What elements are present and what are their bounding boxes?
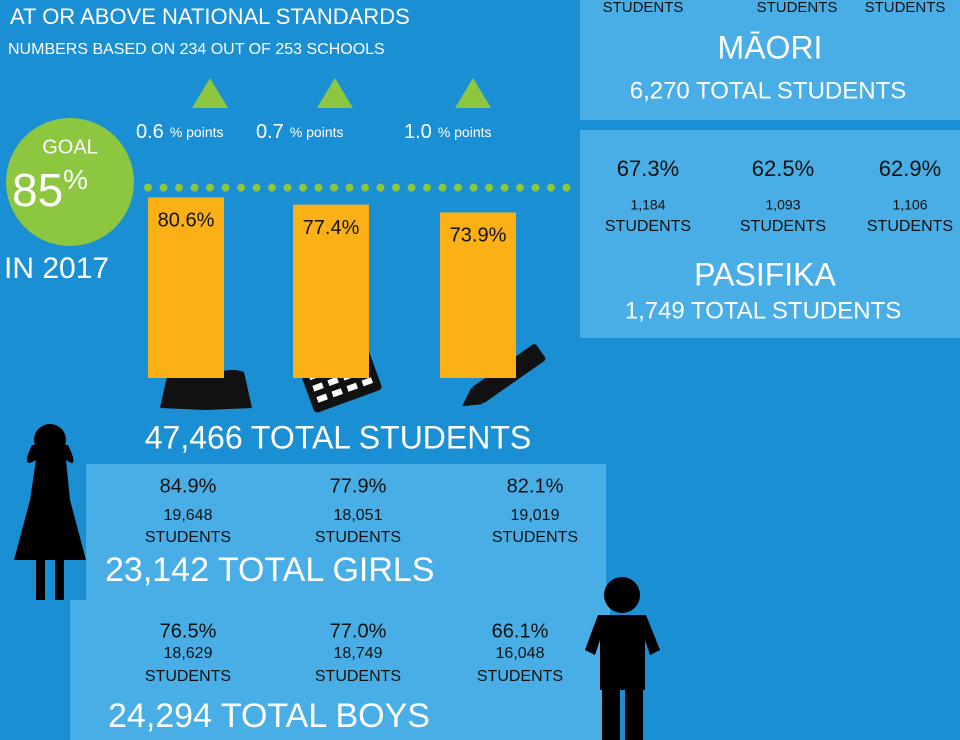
- goal-dot: [345, 183, 354, 192]
- stat-percent: 84.9%: [160, 475, 217, 497]
- stat-percent: 77.0%: [330, 620, 387, 642]
- bar: [293, 204, 369, 378]
- stat-unit: STUDENTS: [492, 529, 578, 546]
- goal-dot: [469, 183, 478, 192]
- stat-percent: 77.9%: [330, 475, 387, 497]
- goal-dot: [423, 183, 431, 192]
- goal-dot: [221, 183, 230, 192]
- goal-dot: [252, 183, 261, 192]
- goal-unit: %: [63, 164, 88, 195]
- goal-dot: [190, 183, 199, 192]
- maori-total: 6,270 TOTAL STUDENTS: [630, 77, 907, 104]
- girls-panel: [86, 464, 606, 600]
- pasifika-total: 1,749 TOTAL STUDENTS: [625, 297, 902, 324]
- goal-number: 85: [12, 164, 63, 216]
- goal-dot: [314, 183, 323, 192]
- stat-count: 19,019: [511, 507, 560, 524]
- goal-dot: [330, 183, 338, 192]
- change-unit: % points: [290, 124, 344, 140]
- goal-dot: [407, 183, 416, 192]
- bar-label: 80.6%: [158, 210, 215, 232]
- boy-silhouette: [585, 577, 660, 740]
- stat-count: 1,184: [630, 197, 665, 213]
- stat-count: 1,093: [765, 197, 800, 213]
- change-value: 0.6: [136, 121, 164, 143]
- stat-count: 18,749: [334, 645, 383, 662]
- goal-dot: [454, 183, 462, 192]
- stat-unit: STUDENTS: [315, 668, 401, 685]
- stat-count: 18,629: [164, 645, 213, 662]
- book-icon: [160, 370, 252, 410]
- change: 0.7 % points: [256, 121, 344, 143]
- title: AT OR ABOVE NATIONAL STANDARDS: [10, 4, 410, 29]
- stat-unit: STUDENTS: [315, 529, 401, 546]
- maori-unit: STUDENTS: [757, 0, 838, 16]
- stat-percent: 67.3%: [617, 156, 679, 181]
- goal-dot: [206, 183, 214, 192]
- girl-silhouette: [14, 424, 86, 600]
- goal-circle: [6, 118, 134, 246]
- goal-dot: [175, 183, 183, 192]
- goal-dot: [485, 183, 493, 192]
- goal-dot: [562, 183, 571, 192]
- maori-unit: STUDENTS: [603, 0, 684, 16]
- pasifika-panel: [580, 130, 960, 338]
- goal-dot: [144, 183, 152, 192]
- stat-percent: 62.9%: [879, 156, 941, 181]
- subtitle: NUMBERS BASED ON 234 OUT OF 253 SCHOOLS: [8, 41, 385, 58]
- stat-percent: 62.5%: [752, 156, 814, 181]
- stat-count: 19,648: [164, 507, 213, 524]
- stat-unit: STUDENTS: [145, 529, 231, 546]
- bar-label: 73.9%: [450, 225, 507, 247]
- boys-panel: [70, 600, 610, 740]
- maori-unit: STUDENTS: [865, 0, 946, 16]
- stat-percent: 76.5%: [160, 620, 217, 642]
- goal-dot: [547, 183, 555, 192]
- goal-label: GOAL: [42, 136, 98, 158]
- goal-dot: [237, 183, 245, 192]
- stat-count: 16,048: [496, 645, 545, 662]
- stat-unit: STUDENTS: [145, 668, 231, 685]
- up-arrow: [317, 78, 353, 108]
- goal-dot: [376, 183, 385, 192]
- change: 0.6 % points: [136, 121, 224, 143]
- stat-count: 1,106: [892, 197, 927, 213]
- up-arrow: [455, 78, 491, 108]
- stat-unit: STUDENTS: [605, 218, 691, 235]
- boys-total: 24,294 TOTAL BOYS: [108, 697, 430, 735]
- maori-name: MĀORI: [718, 29, 823, 65]
- goal-value: 85%: [12, 164, 88, 216]
- goal-dot: [268, 183, 276, 192]
- goal-dot: [438, 183, 447, 192]
- change-value: 0.7: [256, 121, 284, 143]
- bar: [440, 212, 516, 378]
- stat-unit: STUDENTS: [867, 218, 953, 235]
- goal-dot: [392, 183, 400, 192]
- goal-dot: [500, 183, 509, 192]
- maori-panel: [580, 0, 960, 120]
- girls-total: 23,142 TOTAL GIRLS: [105, 551, 434, 589]
- goal-dot: [299, 183, 307, 192]
- goal-dot: [283, 183, 292, 192]
- bar: [148, 197, 224, 378]
- stat-unit: STUDENTS: [477, 668, 563, 685]
- change-value: 1.0: [404, 121, 432, 143]
- change-unit: % points: [170, 124, 224, 140]
- stat-unit: STUDENTS: [740, 218, 826, 235]
- goal-dot: [516, 183, 524, 192]
- goal-dot: [159, 183, 168, 192]
- goal-year: IN 2017: [4, 252, 109, 285]
- total-students: 47,466 TOTAL STUDENTS: [145, 419, 532, 455]
- change-unit: % points: [438, 124, 492, 140]
- stat-percent: 66.1%: [492, 620, 549, 642]
- up-arrow: [192, 78, 228, 108]
- bar-label: 77.4%: [303, 217, 360, 239]
- change: 1.0 % points: [404, 121, 492, 143]
- stat-percent: 82.1%: [507, 475, 564, 497]
- stat-count: 18,051: [334, 507, 383, 524]
- pasifika-name: PASIFIKA: [694, 256, 836, 292]
- goal-dot: [531, 183, 540, 192]
- goal-dot: [361, 183, 369, 192]
